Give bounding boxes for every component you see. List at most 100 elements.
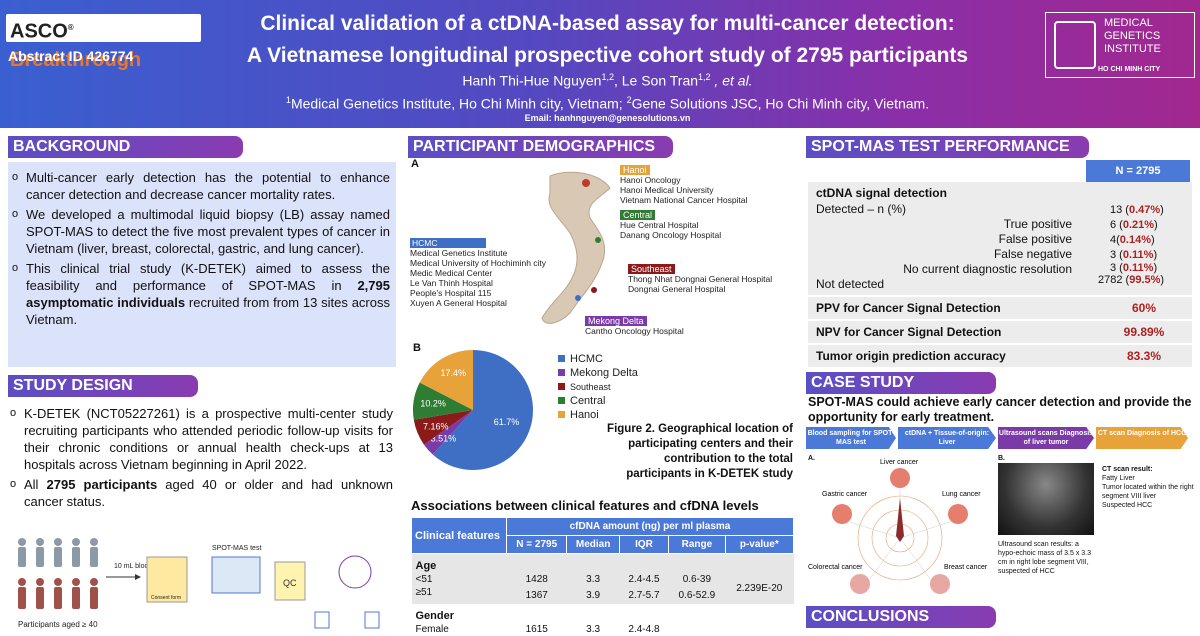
panel-b-label: B (413, 342, 421, 354)
poster-header: ASCO® Breakthrough Abstract ID 426774 Cl… (0, 0, 1200, 128)
network-icon (338, 555, 372, 589)
demographics-heading: PARTICIPANT DEMOGRAPHICS (408, 136, 673, 158)
dna-emblem-icon (1054, 21, 1096, 69)
col-header: p-value* (724, 535, 795, 554)
pie-data-label: 61.7% (494, 417, 520, 427)
hcmc-sites: HCMC Medical Genetics Institute Medical U… (410, 238, 547, 308)
table-row: <51 1428 3.3 2.4-4.5 0.6-39 2.239E-20 (411, 573, 794, 594)
spotmas-test-label: SPOT-MAS test (212, 545, 261, 552)
n-header: N = 2795 (1086, 160, 1190, 182)
background-heading: BACKGROUND (8, 136, 243, 158)
ppv-row: PPV for Cancer Signal Detection 60% (808, 297, 1192, 319)
radar-label: Colorectal cancer (808, 564, 863, 571)
institute-city: HO CHI MINH CITY (1098, 66, 1161, 73)
pie-data-label: 10.2% (420, 398, 446, 408)
col-header: N = 2795 (505, 535, 568, 554)
conclusions-heading: CONCLUSIONS (806, 606, 996, 628)
col-header: IQR (618, 535, 670, 554)
radar-polygon (896, 498, 904, 542)
table-cell: Age (415, 560, 437, 572)
southeast-sites: Southeast Thong Nhat Dongnai General Hos… (628, 264, 773, 294)
col-header: Median (566, 535, 620, 554)
affiliations: 1Medical Genetics Institute, Ho Chi Minh… (285, 95, 930, 112)
signal-detection-block: ctDNA signal detection Detected – n (%) … (808, 182, 1192, 295)
breast-icon (930, 574, 950, 594)
legend-swatch (558, 383, 565, 390)
legend-swatch (558, 355, 565, 362)
performance-heading: SPOT-MAS TEST PERFORMANCE (806, 136, 1089, 158)
study-design-heading: STUDY DESIGN (8, 375, 198, 397)
institute-logo: MEDICAL GENETICS INSTITUTE (1045, 12, 1195, 78)
colon-icon (850, 574, 870, 594)
study-bullet: K-DETEK (NCT05227261) is a prospective m… (8, 405, 393, 473)
legend-label: Central (570, 395, 605, 407)
legend-swatch (558, 397, 565, 404)
liver-icon (890, 468, 910, 488)
pie-slice-hcmc (432, 350, 533, 470)
case-step: Blood sampling for SPOT-MAS test (806, 427, 896, 449)
report-icon (314, 611, 330, 629)
central-pin-icon (595, 237, 601, 243)
report-icon (364, 611, 380, 629)
table-row: Gender (415, 610, 455, 622)
pie-slice-southeast (413, 410, 473, 445)
pie-slice-central (413, 382, 473, 420)
hanoi-sites: Hanoi Hanoi Oncology Hanoi Medical Univer… (620, 165, 748, 205)
legend-swatch (558, 411, 565, 418)
hcmc-pin-icon (575, 295, 581, 301)
background-box: Multi-cancer early detection has the pot… (8, 162, 396, 367)
pie-slice-mekong-delta (423, 410, 473, 455)
associations-table: Clinical features cfDNA amount (ng) per m… (411, 517, 795, 636)
ultrasound-result: Ultrasound scan results: a hypo-echoic m… (998, 541, 1091, 575)
background-bullet: Multi-cancer early detection has the pot… (10, 169, 390, 203)
radar-label: Gastric cancer (822, 491, 868, 498)
qc-label: QC (283, 578, 297, 588)
radar-label: Breast cancer (944, 564, 988, 571)
mekong-sites: Mekong Delta Cantho Oncology Hospital (585, 316, 684, 336)
panel-a-label: A (411, 158, 419, 170)
pie-data-label: 17.4% (441, 368, 467, 378)
case-subtitle: SPOT-MAS could achieve early cancer dete… (808, 395, 1192, 424)
case-panel-a: A. (808, 455, 815, 462)
case-step: ctDNA + Tissue-of-origin: Liver (898, 427, 996, 449)
pie-data-label: 3.51% (431, 434, 457, 444)
background-bullet: We developed a multimodal liquid biopsy … (10, 206, 390, 257)
hanoi-pin-icon (582, 179, 590, 187)
poster-title: Clinical validation of a ctDNA-based ass… (246, 12, 969, 67)
col-header: Range (668, 535, 726, 554)
study-design-text: K-DETEK (NCT05227261) is a prospective m… (8, 402, 393, 510)
consent-form-label: Consent form (151, 595, 181, 601)
table-row: ≥51 1367 3.9 2.7-5.7 0.6-52.9 (411, 586, 794, 604)
authors: Hanh Thi-Hue Nguyen1,2, Le Son Tran1,2 ,… (462, 72, 753, 89)
study-flow-figure: 10 mL blood drawn Consent form SPOT-MAS … (18, 538, 380, 629)
blood-drawn-label: 10 mL blood drawn (114, 563, 173, 570)
col-header-feature: Clinical features (411, 517, 507, 554)
pie-data-label: 7.16% (423, 421, 449, 431)
figure-2-caption: Figure 2. Geographical location of parti… (607, 423, 793, 480)
background-bullet: This clinical trial study (K-DETEK) aime… (10, 260, 390, 328)
legend-label: Mekong Delta (570, 367, 639, 379)
associations-heading: Associations between clinical features a… (411, 498, 759, 513)
case-step: Ultrasound scans Diagnosis of liver tumo… (998, 427, 1094, 449)
study-bullet: All 2795 participants aged 40 or older a… (8, 476, 393, 510)
stomach-icon (832, 504, 852, 524)
radar-label: Lung cancer (942, 491, 981, 498)
qc-clipboard-icon (274, 561, 306, 601)
abstract-id: Abstract ID 426774 (8, 48, 134, 64)
case-study-heading: CASE STUDY (806, 372, 996, 394)
consent-form-icon (146, 556, 188, 603)
central-sites: Central Hue Central Hospital Danang Oncol… (620, 210, 722, 240)
legend-label: Southeast (570, 382, 611, 392)
southeast-pin-icon (591, 287, 597, 293)
sequencer-icon (211, 556, 261, 594)
legend-label: HCMC (570, 353, 603, 365)
lung-icon (948, 504, 968, 524)
ct-result: CT scan result: Fatty Liver Tumor locate… (1102, 466, 1194, 509)
npv-row: NPV for Cancer Signal Detection 99.89% (808, 321, 1192, 343)
case-panel-b: B. (998, 455, 1005, 462)
col-header-group: cfDNA amount (ng) per ml plasma (506, 517, 794, 536)
legend-swatch (558, 369, 565, 376)
region-pie-chart: 61.7% 3.51% 7.16% 10.2% 17.4% HCMC Mekong Delt… (413, 350, 639, 470)
asco-logo: ASCO® Breakthrough (6, 14, 201, 71)
case-step: CT scan Diagnosis of HCC (1096, 427, 1188, 449)
